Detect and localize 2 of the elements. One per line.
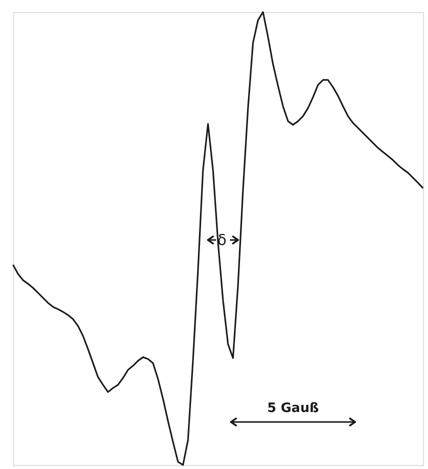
annotation: 5 Gauß: [267, 401, 319, 416]
annotation: δ: [217, 231, 227, 249]
